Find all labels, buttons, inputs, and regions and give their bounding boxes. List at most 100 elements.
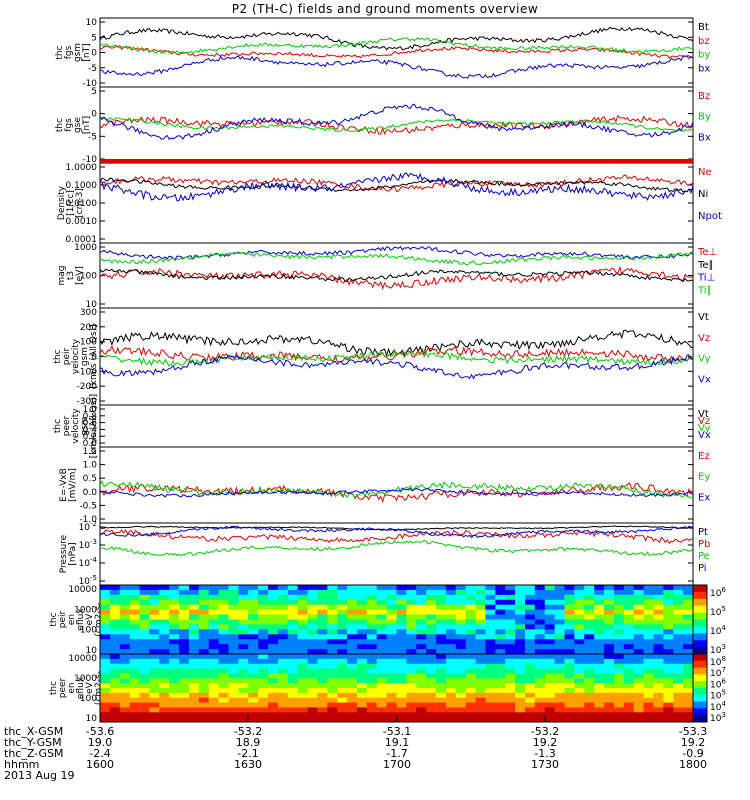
heatmap-cell-peir_spec bbox=[564, 629, 575, 635]
heatmap-cell-peer_spec bbox=[100, 678, 111, 684]
heatmap-cell-peir_spec bbox=[445, 604, 457, 611]
heatmap-cell-peer_spec bbox=[495, 717, 506, 723]
heatmap-cell-peir_spec bbox=[218, 624, 229, 630]
heatmap-cell-peer_spec bbox=[396, 673, 407, 679]
heatmap-cell-peer_spec bbox=[297, 678, 309, 684]
heatmap-cell-peir_spec bbox=[564, 639, 575, 645]
heatmap-cell-peer_spec bbox=[465, 712, 477, 718]
heatmap-cell-peir_spec bbox=[307, 609, 318, 616]
heatmap-cell-peer_spec bbox=[633, 663, 645, 670]
y-axis-label-efield: [mV/m] bbox=[68, 468, 78, 502]
heatmap-cell-peer_spec bbox=[337, 654, 348, 660]
heatmap-cell-peir_spec bbox=[524, 649, 536, 655]
heatmap-cell-peir_spec bbox=[643, 649, 654, 655]
series-line-pressure-3 bbox=[99, 525, 694, 539]
heatmap-cell-peir_spec bbox=[643, 619, 654, 625]
heatmap-cell-peir_spec bbox=[623, 599, 635, 606]
heatmap-cell-peir_spec bbox=[366, 589, 378, 596]
heatmap-cell-peir_spec bbox=[653, 639, 664, 645]
footer-value: 1730 bbox=[531, 758, 559, 771]
heatmap-cell-peer_spec bbox=[465, 717, 477, 723]
heatmap-cell-peer_spec bbox=[109, 673, 121, 679]
heatmap-cell-peer_spec bbox=[149, 717, 160, 723]
heatmap-cell-peir_spec bbox=[297, 649, 309, 655]
heatmap-cell-peer_spec bbox=[564, 673, 575, 679]
heatmap-cell-peir_spec bbox=[426, 594, 437, 601]
heatmap-cell-peer_spec bbox=[337, 712, 348, 718]
heatmap-cell-peir_spec bbox=[228, 644, 239, 650]
heatmap-cell-peir_spec bbox=[159, 644, 170, 650]
heatmap-cell-peer_spec bbox=[623, 692, 635, 699]
heatmap-cell-peir_spec bbox=[653, 649, 664, 655]
heatmap-cell-peir_spec bbox=[139, 599, 150, 606]
y-tick-label-fgs_gse: 5 bbox=[91, 87, 97, 97]
heatmap-cell-peer_spec bbox=[436, 678, 447, 684]
heatmap-cell-peir_spec bbox=[515, 594, 526, 601]
heatmap-cell-peer_spec bbox=[119, 663, 131, 670]
heatmap-cell-peer_spec bbox=[327, 692, 338, 699]
heatmap-cell-peer_spec bbox=[119, 707, 131, 713]
heatmap-cell-peer_spec bbox=[228, 707, 239, 713]
y-tick-label-peer_velocity: 0.6 bbox=[83, 419, 98, 429]
heatmap-cell-peer_spec bbox=[683, 663, 694, 670]
heatmap-cell-peer_spec bbox=[129, 707, 141, 713]
series-line-temperature-0 bbox=[99, 265, 694, 291]
heatmap-cell-peir_spec bbox=[100, 585, 111, 591]
heatmap-cell-peir_spec bbox=[524, 634, 536, 640]
heatmap-cell-peir_spec bbox=[604, 594, 615, 601]
heatmap-cell-peer_spec bbox=[673, 658, 684, 665]
heatmap-cell-peir_spec bbox=[287, 594, 299, 601]
heatmap-cell-peer_spec bbox=[109, 654, 121, 660]
heatmap-cell-peir_spec bbox=[436, 614, 447, 620]
colorbar-segment-peer_spec bbox=[693, 708, 707, 713]
heatmap-cell-peir_spec bbox=[376, 609, 388, 616]
heatmap-cell-peir_spec bbox=[347, 604, 358, 611]
legend-fgs_gse-1: By bbox=[698, 112, 711, 123]
y-tick-label-pressure: 10-4 bbox=[79, 556, 98, 569]
heatmap-cell-peer_spec bbox=[544, 654, 556, 660]
heatmap-cell-peer_spec bbox=[356, 658, 368, 665]
heatmap-cell-peir_spec bbox=[445, 619, 457, 625]
heatmap-cell-peer_spec bbox=[228, 678, 239, 684]
heatmap-cell-peer_spec bbox=[534, 697, 546, 704]
heatmap-cell-peir_spec bbox=[455, 594, 467, 601]
heatmap-cell-peir_spec bbox=[218, 644, 229, 650]
heatmap-cell-peir_spec bbox=[159, 649, 170, 655]
heatmap-cell-peer_spec bbox=[564, 663, 575, 670]
heatmap-cell-peer_spec bbox=[277, 702, 289, 708]
heatmap-cell-peir_spec bbox=[613, 644, 625, 650]
heatmap-cell-peer_spec bbox=[248, 717, 259, 723]
heatmap-cell-peir_spec bbox=[406, 589, 417, 596]
colorbar-segment-peer_spec bbox=[693, 674, 707, 679]
heatmap-cell-peer_spec bbox=[485, 712, 496, 718]
heatmap-cell-peir_spec bbox=[179, 594, 190, 601]
heatmap-cell-peir_spec bbox=[663, 589, 674, 596]
heatmap-cell-peir_spec bbox=[604, 614, 615, 620]
heatmap-cell-peer_spec bbox=[604, 658, 615, 665]
heatmap-cell-peer_spec bbox=[248, 673, 259, 679]
heatmap-cell-peir_spec bbox=[633, 604, 645, 611]
series-line-density-1 bbox=[99, 177, 694, 193]
heatmap-cell-peir_spec bbox=[287, 609, 299, 616]
y-axis-label-fgs_gsm: fgs bbox=[64, 45, 74, 59]
colorbar-segment-peir_spec bbox=[693, 640, 707, 645]
y-tick-label-fgs_gsm: 5 bbox=[91, 33, 97, 43]
heatmap-cell-peir_spec bbox=[524, 639, 536, 645]
heatmap-cell-peir_spec bbox=[297, 644, 309, 650]
heatmap-cell-peer_spec bbox=[337, 658, 348, 665]
heatmap-cell-peir_spec bbox=[277, 649, 289, 655]
heatmap-cell-peer_spec bbox=[287, 658, 299, 665]
y-axis-label-fgs_gse: fgs bbox=[64, 118, 74, 132]
heatmap-cell-peir_spec bbox=[604, 639, 615, 645]
heatmap-cell-peer_spec bbox=[149, 712, 160, 718]
heatmap-cell-peer_spec bbox=[584, 658, 595, 665]
heatmap-cell-peir_spec bbox=[633, 634, 645, 640]
heatmap-cell-peer_spec bbox=[396, 692, 407, 699]
y-tick-label-peer_velocity: 1.0 bbox=[83, 405, 98, 415]
heatmap-cell-peer_spec bbox=[613, 692, 625, 699]
heatmap-cell-peer_spec bbox=[505, 654, 516, 660]
heatmap-cell-peer_spec bbox=[159, 692, 170, 699]
heatmap-cell-peer_spec bbox=[188, 702, 200, 708]
heatmap-cell-peir_spec bbox=[337, 624, 348, 630]
heatmap-cell-peer_spec bbox=[564, 707, 575, 713]
